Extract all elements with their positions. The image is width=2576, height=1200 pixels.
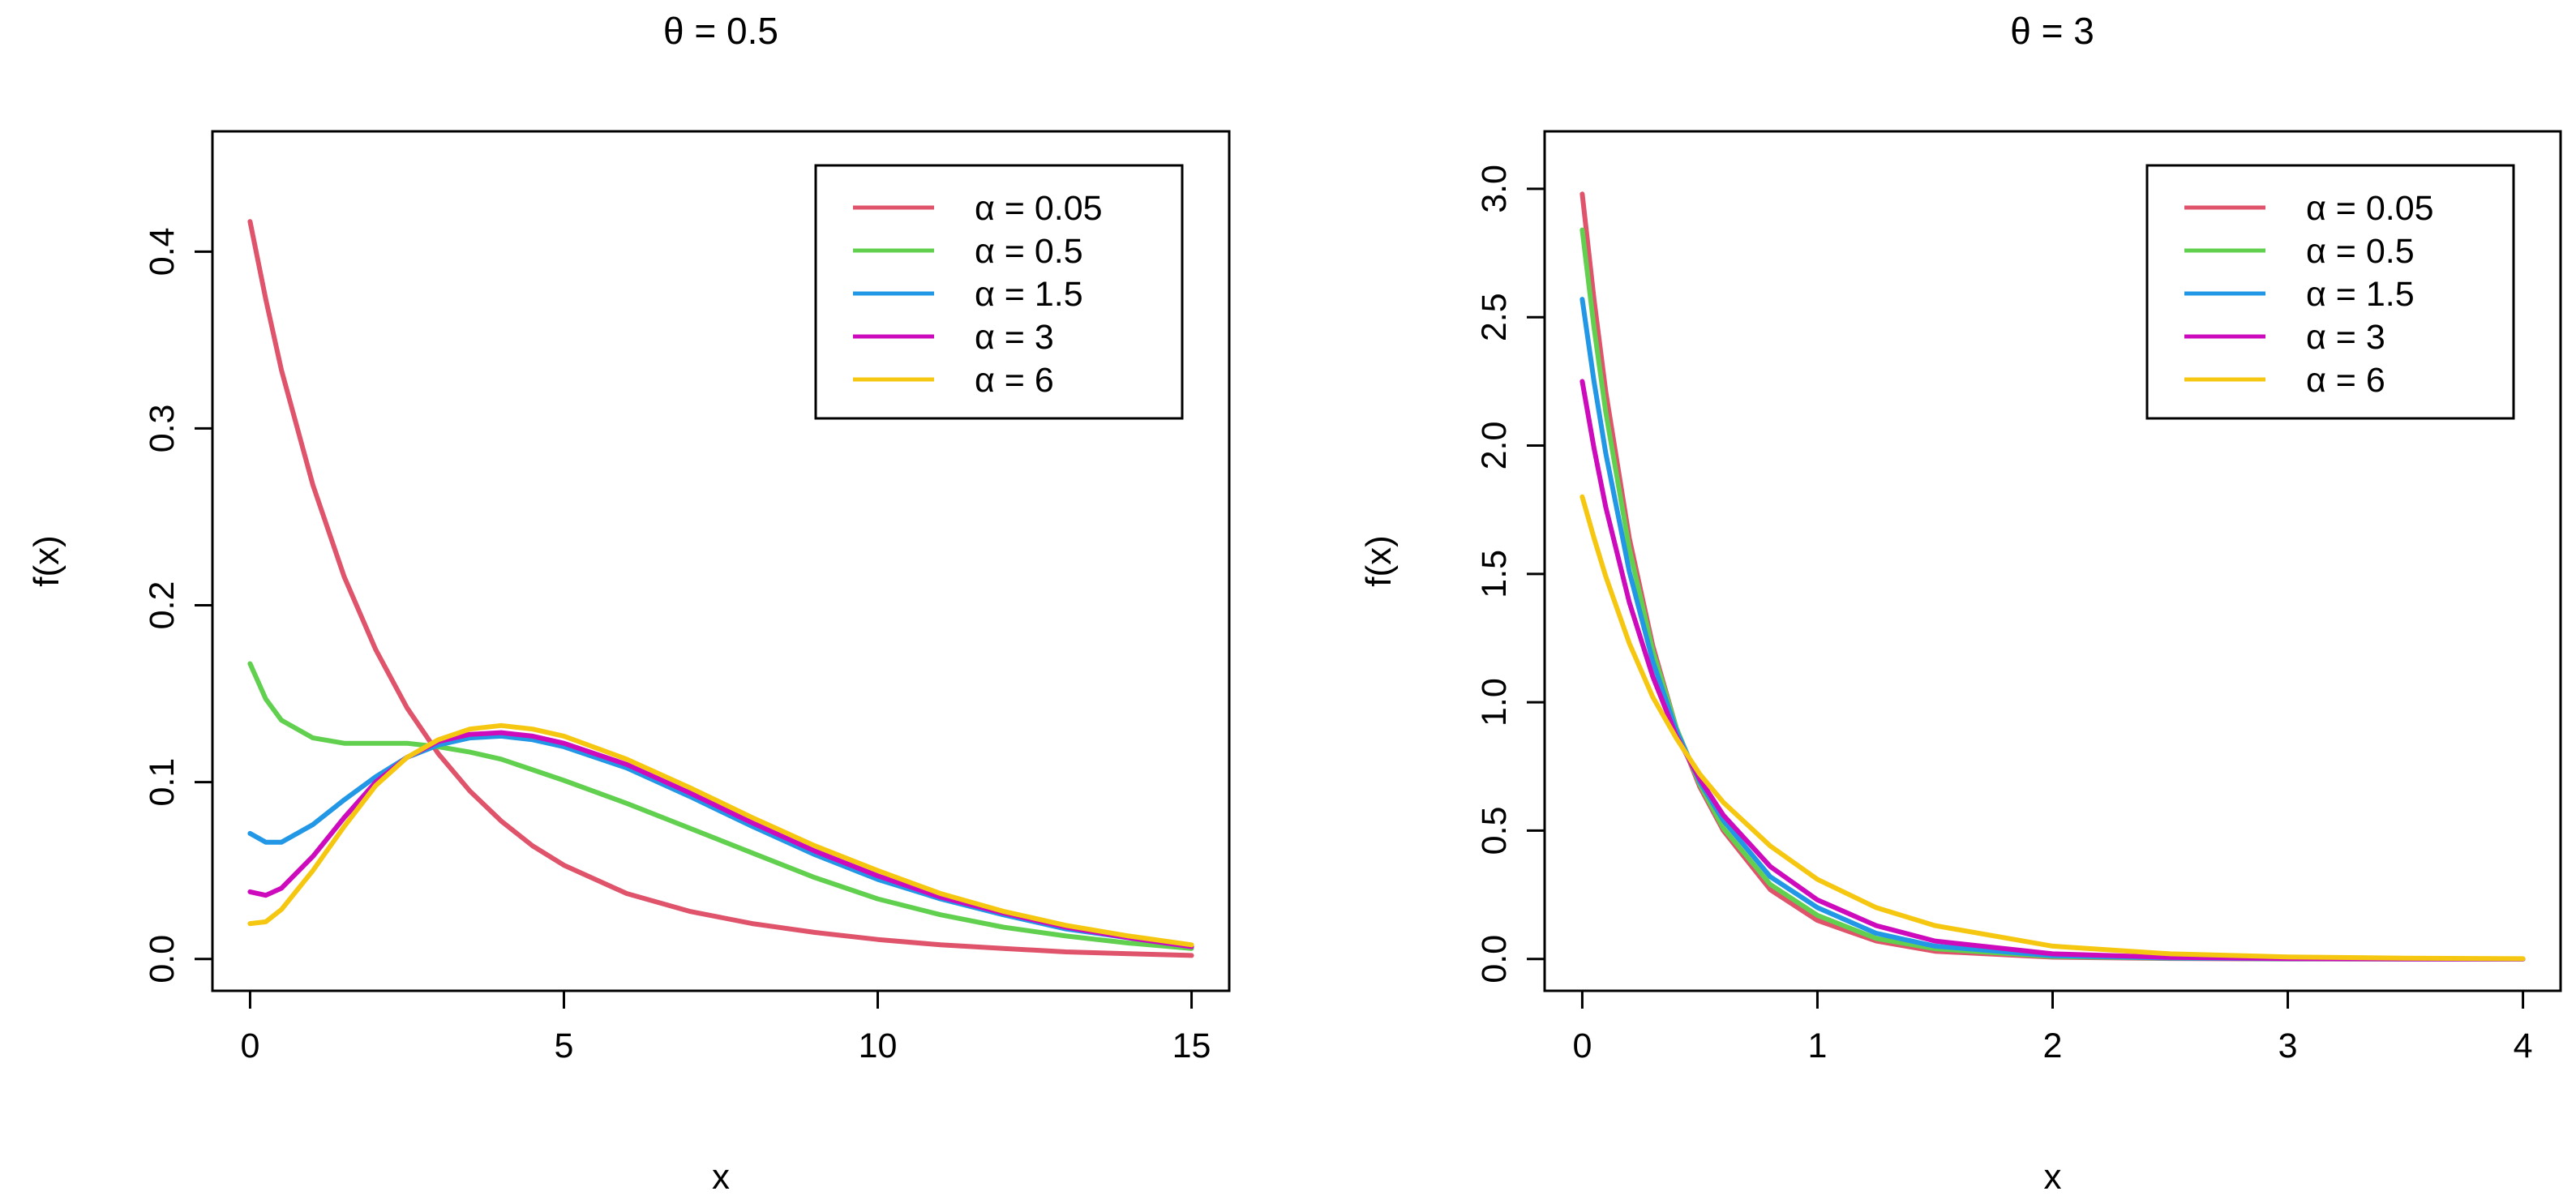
series-line-1 <box>247 219 1194 958</box>
y-tick-label: 0.3 <box>143 405 182 453</box>
y-tick-label: 0.0 <box>1475 935 1514 984</box>
x-tick-label: 1 <box>1807 1026 1827 1065</box>
y-tick-label: 2.0 <box>1475 422 1514 470</box>
x-axis-label: x <box>712 1157 730 1197</box>
legend-label-1: α = 0.05 <box>2306 189 2434 228</box>
y-tick-label: 0.2 <box>143 581 182 630</box>
legend-label-3: α = 1.5 <box>975 275 1083 314</box>
x-tick-label: 0 <box>1572 1026 1592 1065</box>
x-tick-label: 5 <box>555 1026 574 1065</box>
legend-label-4: α = 3 <box>975 318 1054 357</box>
x-tick-label: 2 <box>2043 1026 2063 1065</box>
series-line-4 <box>247 730 1194 949</box>
y-tick-label: 1.5 <box>1475 550 1514 598</box>
y-tick-label: 1.0 <box>1475 678 1514 726</box>
legend-label-3: α = 1.5 <box>2306 275 2415 314</box>
y-tick-label: 3.0 <box>1475 165 1514 213</box>
y-axis-label: f(x) <box>27 535 66 587</box>
legend-label-5: α = 6 <box>2306 361 2385 400</box>
legend-label-2: α = 0.5 <box>2306 232 2415 271</box>
chart-panel-2: θ = 3 0 1 2 3 4 x 0.0 0.5 1.0 1.5 2.0 2.5 3.0 f(x) α = … <box>1359 10 2562 1197</box>
legend-label-4: α = 3 <box>2306 318 2385 357</box>
x-tick-label: 10 <box>859 1026 898 1065</box>
y-tick-label: 0.1 <box>143 758 182 807</box>
legend: α = 0.05 α = 0.5 α = 1.5 α = 3 α = 6 <box>2145 164 2515 420</box>
x-tick-label: 0 <box>240 1026 259 1065</box>
x-tick-label: 15 <box>1172 1026 1211 1065</box>
legend-label-2: α = 0.5 <box>975 232 1083 271</box>
y-tick-label: 0.0 <box>143 935 182 984</box>
x-tick-label: 3 <box>2278 1026 2298 1065</box>
series-line-4 <box>1579 379 2526 962</box>
x-tick-label: 4 <box>2514 1026 2533 1065</box>
legend-label-1: α = 0.05 <box>975 189 1103 228</box>
legend: α = 0.05 α = 0.5 α = 1.5 α = 3 α = 6 <box>814 164 1184 420</box>
x-axis-label: x <box>2044 1157 2062 1197</box>
chart-title: θ = 3 <box>2010 10 2094 52</box>
series-line-5 <box>247 722 1194 948</box>
chart-title: θ = 0.5 <box>663 10 778 52</box>
chart-panel-1: θ = 0.5 0 5 10 15 x 0.0 0.1 0.2 0.3 0.4 f(x) α = 0.0… <box>27 10 1231 1197</box>
y-tick-label: 0.4 <box>143 227 182 276</box>
series-line-2 <box>247 661 1194 951</box>
y-tick-label: 0.5 <box>1475 807 1514 855</box>
y-tick-label: 2.5 <box>1475 293 1514 341</box>
y-axis-label: f(x) <box>1359 535 1399 587</box>
legend-label-5: α = 6 <box>975 361 1054 400</box>
series-line-5 <box>1579 494 2526 962</box>
